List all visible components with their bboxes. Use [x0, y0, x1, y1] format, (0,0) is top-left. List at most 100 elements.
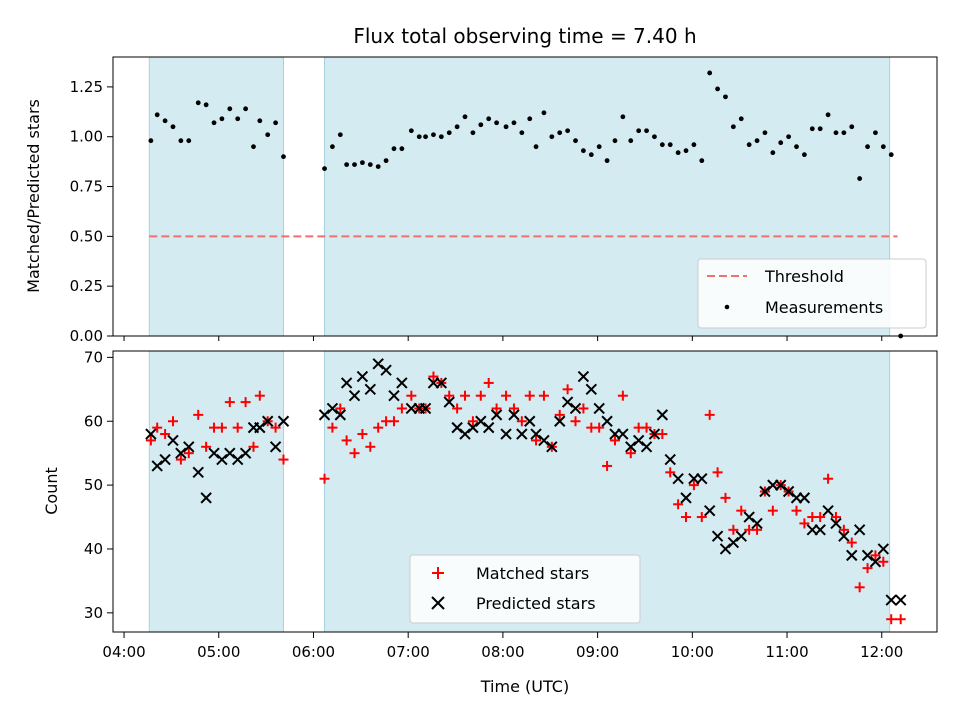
measurement-point — [235, 116, 241, 122]
measurement-point — [478, 122, 484, 128]
measurement-point — [470, 130, 476, 136]
predicted-star-marker — [894, 594, 907, 606]
measurement-point — [273, 120, 278, 126]
matched-star-marker — [388, 416, 399, 427]
matched-star-marker — [862, 563, 873, 574]
predicted-star-marker — [672, 473, 684, 485]
predicted-star-marker — [814, 524, 826, 536]
measurement-point — [628, 138, 634, 144]
measurement-point — [833, 130, 839, 136]
measurement-point — [148, 138, 154, 144]
predicted-star-marker — [703, 504, 716, 517]
measurement-point — [770, 150, 776, 156]
predicted-star-marker — [348, 389, 361, 402]
measurement-point — [227, 106, 233, 112]
top-panel-frame — [112, 56, 938, 337]
measurement-point — [612, 138, 618, 144]
y-tick-label: 0.75 — [70, 178, 103, 196]
measurement-point — [486, 116, 492, 122]
top-legend: Threshold Measurements — [697, 258, 927, 329]
measurement-point — [454, 124, 460, 130]
measurement-point — [723, 94, 728, 100]
top-panel: 0.00 0.25 0.50 0.75 1.00 1.25 Matched/Predict… — [24, 56, 938, 345]
legend-predicted-label: Predicted stars — [476, 594, 596, 613]
measurement-point — [549, 134, 555, 140]
predicted-star-marker — [516, 428, 528, 440]
measurement-point — [446, 130, 452, 136]
measurement-point — [644, 128, 649, 134]
legend-matched-swatch — [432, 567, 444, 579]
predicted-star-marker — [183, 441, 195, 453]
matched-star-marker — [830, 512, 841, 523]
measurement-point — [375, 164, 381, 170]
matched-star-marker — [335, 403, 346, 414]
predicted-star-marker — [239, 447, 252, 459]
predicted-star-marker — [546, 441, 558, 453]
measurement-point — [383, 158, 389, 164]
y-tick-label: 1.25 — [70, 78, 103, 96]
measurement-point — [251, 144, 256, 150]
measurement-point — [659, 142, 665, 148]
predicted-star-marker — [372, 358, 384, 370]
measurement-points — [148, 70, 904, 339]
chart-title: Flux total observing time = 7.40 h — [353, 24, 696, 48]
bottom-panel-frame — [112, 350, 938, 633]
predicted-star-marker — [577, 370, 590, 383]
measurement-point — [360, 160, 365, 166]
y-tick-label: 40 — [84, 540, 103, 558]
matched-star-marker — [594, 422, 605, 433]
predicted-star-marker — [656, 409, 669, 421]
top-y-axis-label: Matched/Predicted stars — [24, 99, 43, 293]
predicted-star-marker — [326, 402, 339, 415]
predicted-star-marker — [751, 517, 763, 530]
predicted-star-marker — [388, 389, 400, 402]
x-tick-label: 12:00 — [860, 643, 903, 661]
top-legend-box — [697, 258, 927, 329]
predicted-star-marker — [869, 556, 882, 568]
predicted-star-marker — [617, 428, 629, 440]
predicted-star-marker — [145, 428, 157, 440]
matched-star-marker — [193, 409, 204, 420]
x-tick-label: 06:00 — [292, 643, 335, 661]
predicted-star-marker — [443, 396, 455, 408]
matched-star-marker — [524, 390, 535, 401]
matched-star-marker — [145, 435, 156, 446]
bottom-y-axis-label: Count — [42, 467, 61, 515]
predicted-star-marker — [269, 441, 282, 453]
measurement-point — [527, 116, 533, 122]
bottom-y-ticks: 30 40 50 60 70 — [84, 348, 113, 622]
matched-star-marker — [870, 550, 881, 561]
predicted-star-marker — [419, 402, 432, 415]
x-axis-label: Time (UTC) — [480, 677, 569, 696]
matched-star-marker — [327, 422, 338, 433]
matched-star-marker — [452, 403, 463, 414]
measurement-point — [778, 140, 784, 146]
y-tick-label: 30 — [84, 604, 103, 622]
predicted-star-marker — [719, 543, 732, 555]
measurement-point — [794, 144, 799, 150]
matched-star-marker — [341, 435, 352, 446]
matched-star-marker — [665, 467, 676, 478]
measurement-point — [683, 148, 689, 154]
predicted-star-marker — [159, 453, 171, 466]
x-tick-label: 09:00 — [576, 643, 619, 661]
bottom-legend: Matched stars Predicted stars — [409, 554, 641, 624]
predicted-star-marker — [838, 530, 850, 542]
matched-star-marker — [854, 582, 865, 593]
matched-star-marker — [617, 390, 628, 401]
y-tick-label: 1.00 — [70, 128, 103, 146]
measurement-point — [880, 144, 886, 150]
predicted-star-marker — [798, 492, 811, 504]
predicted-star-marker — [467, 421, 479, 434]
x-tick-label: 10:00 — [671, 643, 714, 661]
predicted-star-marker — [216, 453, 228, 466]
predicted-star-marker — [569, 402, 582, 415]
matched-star-marker — [538, 390, 549, 401]
matched-star-marker — [728, 524, 739, 535]
predicted-star-marker — [782, 485, 795, 498]
predicted-star-marker — [561, 396, 574, 408]
predicted-star-marker — [861, 549, 874, 562]
measurement-point — [675, 150, 681, 156]
measurement-point — [511, 120, 517, 126]
